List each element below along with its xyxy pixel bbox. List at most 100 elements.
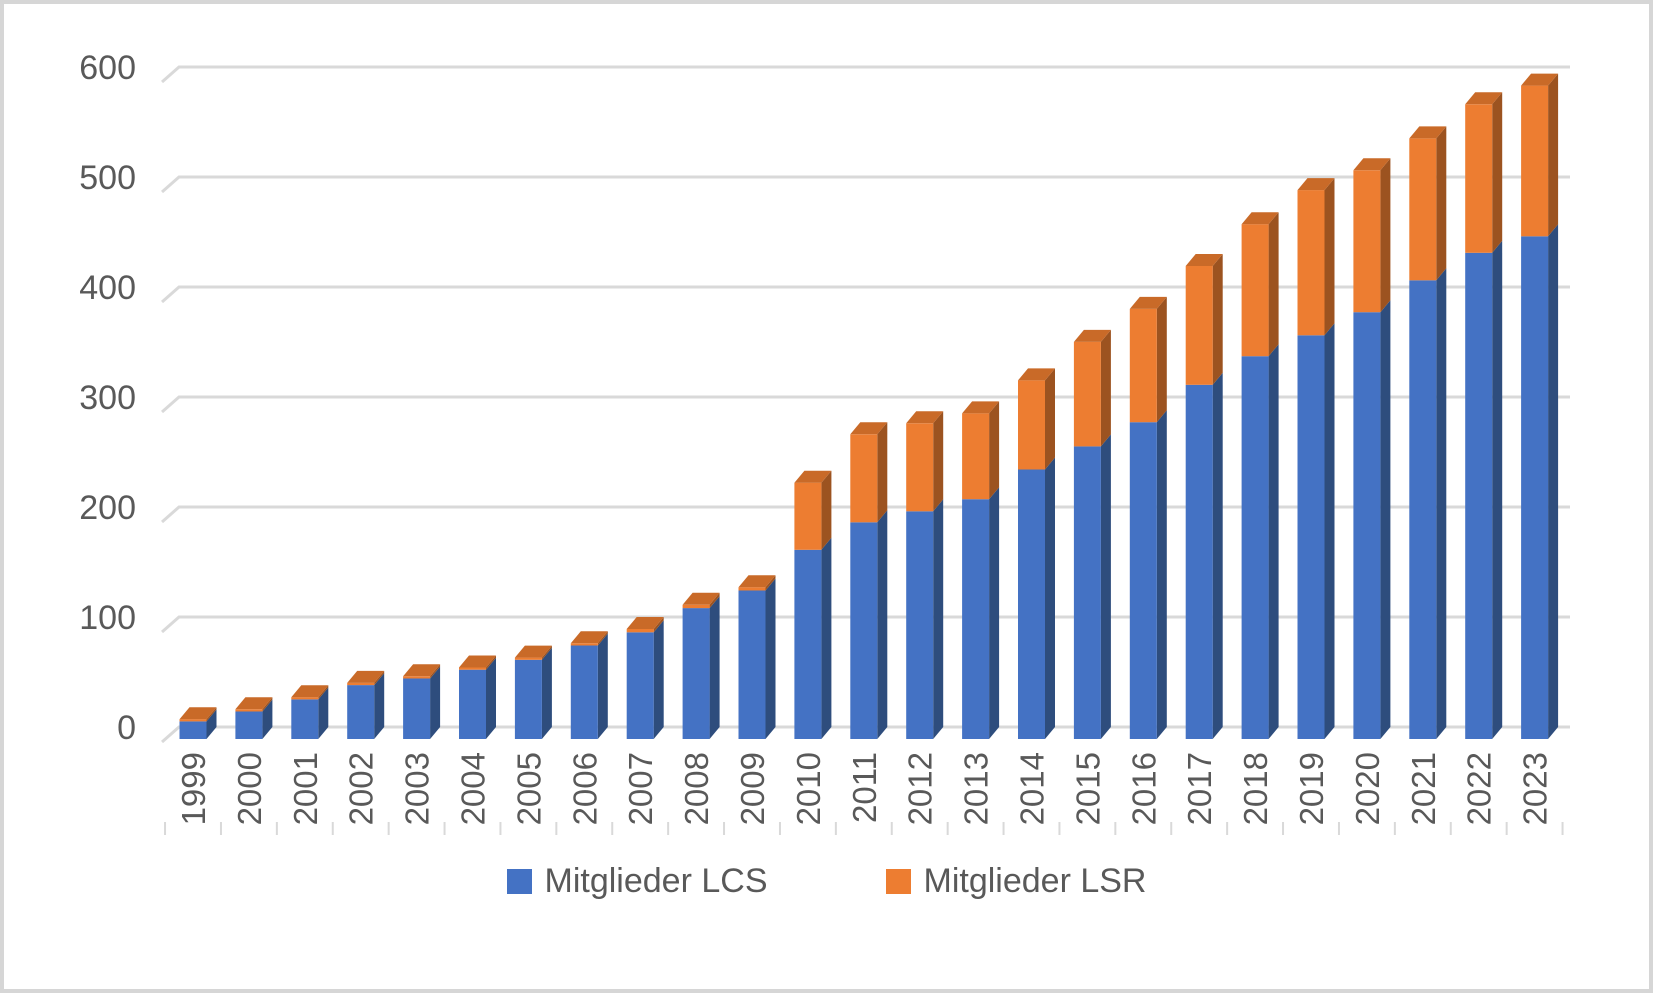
bar-2020-lsr [1353, 170, 1381, 313]
bar-2019-lsr-side [1324, 178, 1335, 336]
chart-canvas: 0 100 200 300 400 500 600 1999 2000 2001 2002 2003 2… [79, 49, 1570, 835]
bar-2012-lcs-side [933, 499, 944, 739]
legend-item-lsr: Mitglieder LSR [885, 862, 1147, 901]
bar-2021-lsr-side [1436, 126, 1447, 281]
gridline [161, 175, 1570, 194]
bar-2019-lcs [1297, 335, 1325, 739]
x-axis-label: 2020 [1349, 752, 1386, 825]
bar-2008-lcs [682, 608, 710, 739]
bar-2013-lsr-side [989, 401, 1000, 500]
bar-2023-lcs-side [1548, 224, 1559, 740]
bar-2023-cap [1521, 73, 1559, 86]
bar-2018-lcs [1241, 356, 1269, 739]
bar-2015-lcs [1073, 446, 1101, 739]
bar-2013-lcs [962, 499, 990, 739]
bar-2006-cap [570, 631, 608, 644]
bar-2018-lsr [1241, 224, 1269, 357]
bar-2019-cap [1297, 178, 1335, 191]
bar-2018-lcs-side [1268, 344, 1279, 739]
bar-2014-lcs-side [1045, 457, 1055, 739]
bar-2010-lcs [794, 549, 822, 739]
bar-2011-lsr-side [877, 422, 888, 523]
legend-label-lcs: Mitglieder LCS [544, 862, 768, 900]
bar-2001-cap [291, 685, 329, 698]
bar-2020-cap [1353, 158, 1391, 171]
bar-2000-lcs-side [262, 699, 273, 739]
legend-label-lsr: Mitglieder LSR [923, 862, 1147, 900]
legend-swatch-lsr-icon [885, 869, 911, 894]
bar-1999-cap [179, 707, 217, 720]
bar-2012-cap [906, 411, 944, 424]
bar-2022-lsr-side [1492, 92, 1503, 253]
bar-2017-lsr-side [1212, 254, 1223, 385]
bar-2016-lcs-side [1156, 410, 1167, 739]
bar-2015-lsr [1073, 341, 1101, 447]
bar-2003-lsr-side [430, 664, 441, 679]
x-axis-label: 2012 [902, 752, 939, 825]
x-axis-label: 2007 [622, 752, 659, 825]
bar-2010-lcs-side [821, 537, 832, 739]
bar-2018-cap [1241, 212, 1279, 225]
bar-2002-lcs-side [374, 673, 385, 739]
bar-2014-cap [1018, 368, 1055, 381]
bar-1999-lcs-side [206, 709, 217, 739]
bar-2007-lcs-side [653, 620, 664, 739]
x-axis-label: 2002 [343, 752, 380, 825]
bar-2011-lcs-side [877, 510, 888, 739]
bar-2020-lcs-side [1380, 300, 1391, 739]
y-axis-label: 600 [79, 49, 136, 87]
x-axis-label: 1999 [175, 752, 212, 825]
x-axis-label: 2009 [734, 752, 771, 825]
bar-2005-lcs [514, 659, 542, 739]
bar-2002-cap [347, 670, 385, 683]
bar-2020-lsr-side [1380, 158, 1391, 313]
bar-2000-lsr [235, 709, 263, 712]
bar-2006-lcs [570, 645, 598, 739]
bar-2023-lsr-side [1548, 73, 1559, 237]
bar-2021-cap [1409, 126, 1447, 139]
bar-2019-lcs-side [1324, 323, 1335, 739]
bar-2017-lcs [1185, 384, 1213, 739]
x-axis-label: 2001 [287, 752, 324, 825]
bar-2002-lsr-side [374, 670, 385, 686]
x-axis-label: 2010 [790, 752, 827, 825]
bar-2015-lsr-side [1100, 329, 1111, 447]
bar-2007-lsr [626, 629, 654, 633]
bar-2002-lcs [347, 685, 375, 739]
bar-2009-cap [738, 575, 776, 588]
bar-2004-lsr [459, 667, 486, 670]
bar-2012-lsr [906, 423, 934, 512]
bar-2007-lsr-side [653, 617, 664, 633]
x-axis-label: 2004 [455, 752, 492, 825]
bar-2010-lsr [794, 482, 822, 550]
bar-1999-lcs [179, 721, 207, 739]
bar-2006-lsr [570, 643, 598, 646]
bar-2012-lsr-side [933, 411, 944, 512]
bar-1999-lsr-side [206, 707, 217, 722]
bar-2007-cap [626, 617, 664, 629]
x-axis-label: 2003 [399, 752, 436, 825]
bar-2003-lcs [403, 678, 431, 739]
x-axis-label: 2016 [1125, 752, 1162, 825]
bar-2015-cap [1073, 329, 1111, 342]
bar-2012-lcs [906, 511, 934, 739]
bar-2001-lcs [291, 699, 319, 739]
bar-2009-lsr [738, 587, 766, 591]
bar-2011-lsr [850, 434, 878, 523]
bar-2023-lcs [1521, 236, 1549, 740]
bar-2017-lcs-side [1212, 372, 1223, 739]
x-axis-label: 2008 [678, 752, 715, 825]
bar-2008-cap [682, 592, 720, 605]
bar-2000-lsr-side [262, 697, 273, 712]
x-axis-label: 2006 [566, 752, 603, 825]
bar-2009-lsr-side [765, 575, 776, 591]
bar-2005-cap [514, 645, 552, 658]
bar-2011-lcs [850, 522, 878, 739]
bar-2023-lsr [1521, 85, 1549, 237]
legend-swatch-lcs-icon [506, 869, 532, 894]
y-axis-label: 200 [79, 489, 136, 527]
bar-2022-cap [1465, 92, 1503, 105]
bar-2006-lcs-side [597, 633, 608, 739]
x-axis-label: 2021 [1405, 752, 1442, 825]
